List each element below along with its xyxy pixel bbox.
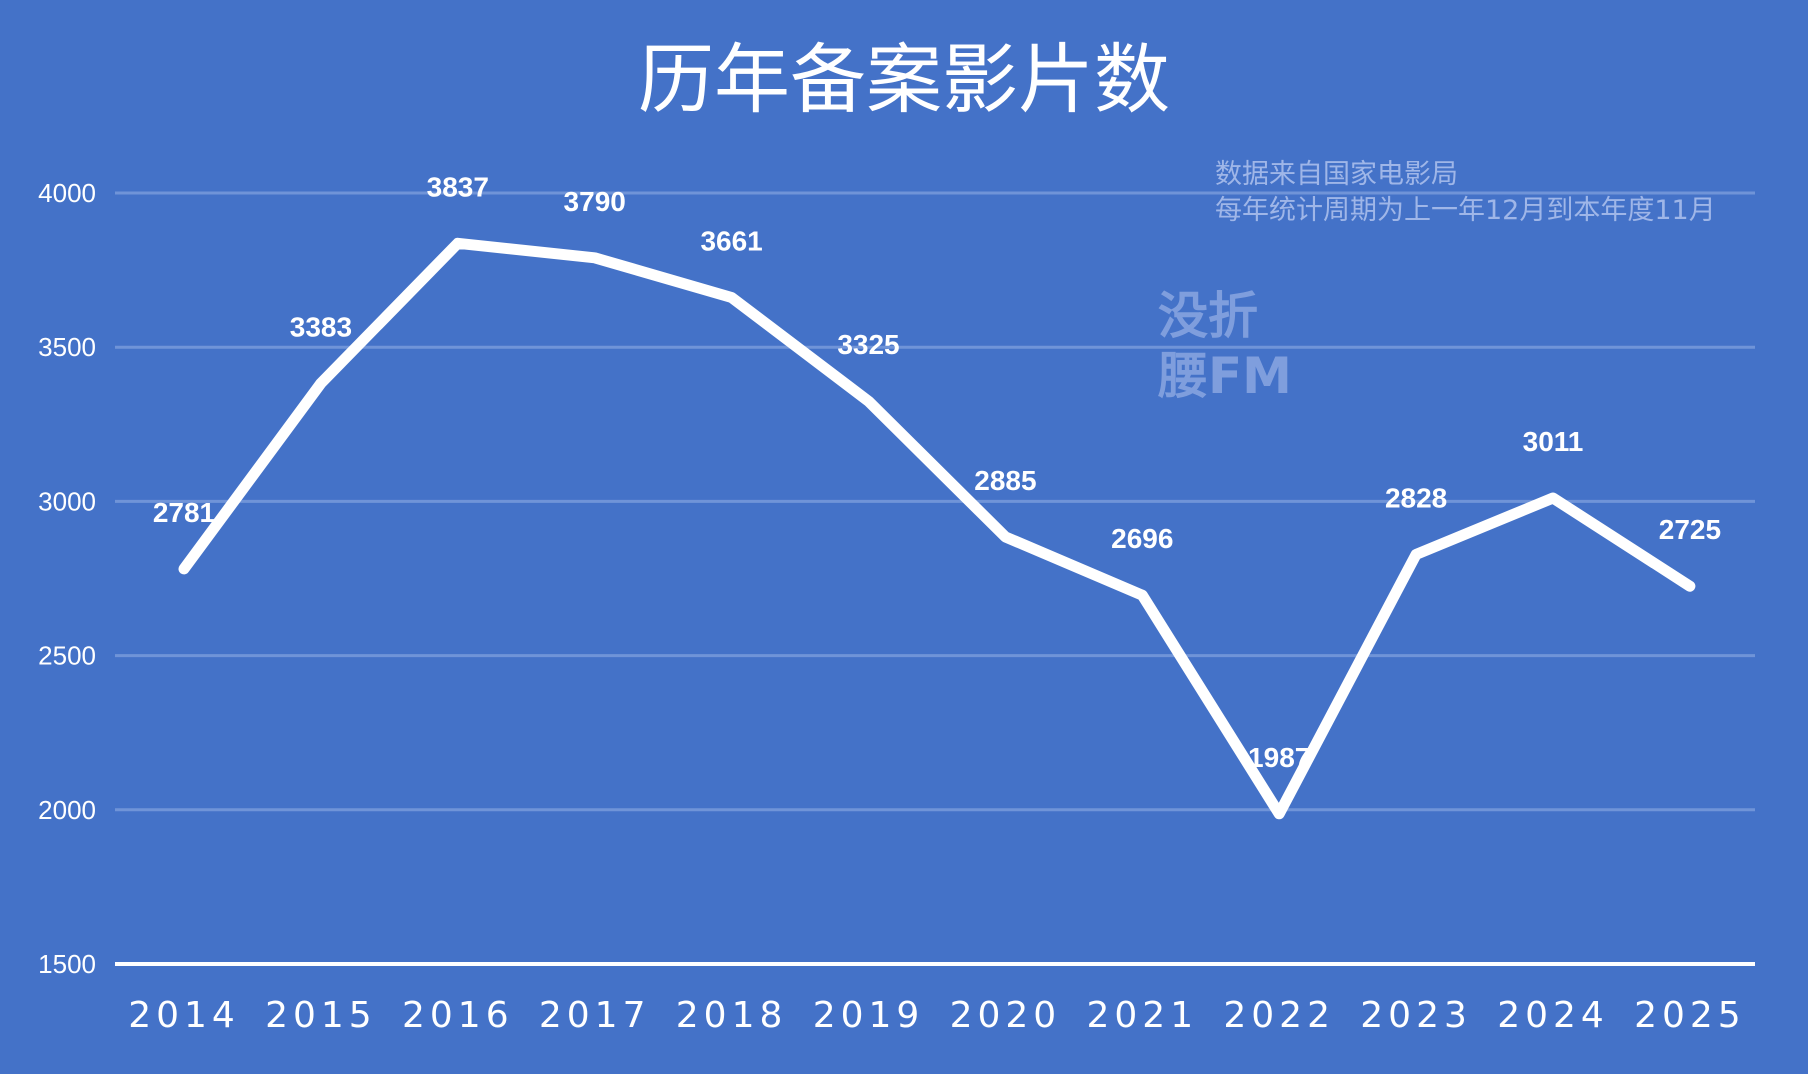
- source-note: 数据来自国家电影局 每年统计周期为上一年12月到本年度11月: [1215, 159, 1716, 226]
- x-axis-tick-labels: 2014 2015 2016 2017 2018 2019 2020 2021 2022 2023…: [128, 995, 1746, 1036]
- data-label: 2885: [974, 465, 1036, 496]
- y-tick-label: 3000: [38, 486, 96, 516]
- x-tick-label: 2016: [402, 995, 514, 1036]
- data-label: 3325: [837, 329, 899, 360]
- source-note-line-1: 数据来自国家电影局: [1215, 159, 1458, 190]
- x-tick-label: 2020: [950, 995, 1062, 1036]
- y-tick-label: 4000: [38, 178, 96, 208]
- y-axis-tick-labels: 1500 2000 2500 3000 3500 4000: [38, 178, 96, 979]
- data-label: 2828: [1385, 482, 1447, 513]
- x-tick-label: 2023: [1360, 995, 1472, 1036]
- y-tick-label: 3500: [38, 332, 96, 362]
- x-tick-label: 2019: [813, 995, 925, 1036]
- data-label: 3837: [427, 171, 489, 202]
- data-label: 3011: [1523, 426, 1584, 457]
- data-labels: 2781 3383 3837 3790 3661 3325 2885 2696 1987 2828…: [153, 171, 1721, 773]
- y-tick-label: 2000: [38, 795, 96, 825]
- x-tick-label: 2015: [265, 995, 377, 1036]
- data-label: 2696: [1111, 523, 1173, 554]
- data-label: 3790: [564, 186, 626, 217]
- data-label: 3383: [290, 311, 352, 342]
- data-label: 1987: [1248, 742, 1310, 773]
- data-label: 2725: [1659, 514, 1721, 545]
- data-label: 2781: [153, 497, 215, 528]
- y-tick-label: 1500: [38, 949, 96, 979]
- data-label: 3661: [700, 226, 762, 257]
- chart-title: 历年备案影片数: [638, 35, 1170, 124]
- x-tick-label: 2022: [1223, 995, 1335, 1036]
- watermark-logo: 没折 腰FM: [1158, 287, 1292, 405]
- series-line: [178, 237, 1696, 820]
- gridlines: [115, 191, 1755, 812]
- x-tick-label: 2014: [128, 995, 240, 1036]
- source-note-line-2: 每年统计周期为上一年12月到本年度11月: [1215, 195, 1716, 226]
- x-tick-label: 2018: [676, 995, 788, 1036]
- x-tick-label: 2025: [1634, 995, 1746, 1036]
- watermark-line-1: 没折: [1158, 287, 1258, 345]
- y-tick-label: 2500: [38, 641, 96, 671]
- x-tick-label: 2017: [539, 995, 651, 1036]
- drop-lines: [182, 243, 1692, 961]
- x-tick-label: 2024: [1497, 995, 1609, 1036]
- watermark-line-2: 腰FM: [1158, 347, 1292, 405]
- x-tick-label: 2021: [1086, 995, 1198, 1036]
